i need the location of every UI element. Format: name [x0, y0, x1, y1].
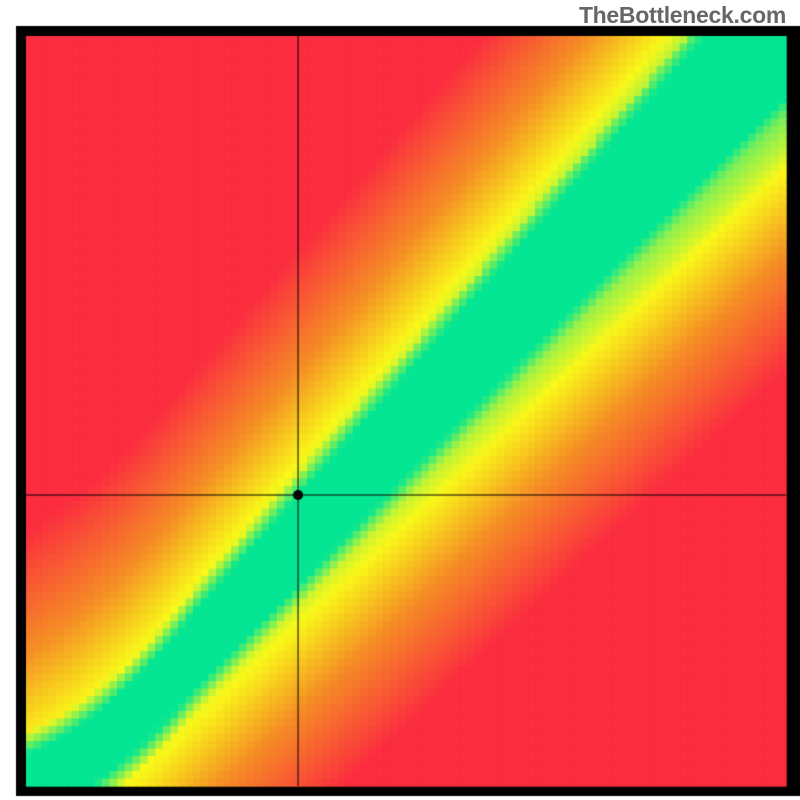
chart-container: TheBottleneck.com	[0, 0, 800, 800]
heatmap-canvas	[0, 0, 800, 800]
watermark-text: TheBottleneck.com	[579, 2, 786, 29]
